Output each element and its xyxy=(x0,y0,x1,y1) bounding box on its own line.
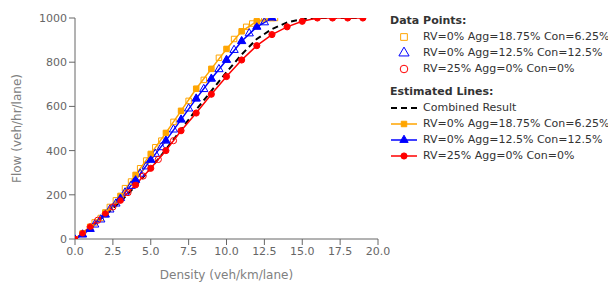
svg-text:20.0: 20.0 xyxy=(366,245,390,258)
svg-text:800: 800 xyxy=(46,56,67,69)
html-text:RV=0% Agg=12.5% Con=12.5%: RV=0% Agg=12.5% Con=12.5% xyxy=(423,133,603,146)
svg-text:Density (veh/km/lane): Density (veh/km/lane) xyxy=(160,268,293,282)
html-text:Data Points:: Data Points: xyxy=(390,14,467,27)
svg-text:2.5: 2.5 xyxy=(104,245,122,258)
html-text:RV=25% Agg=0% Con=0%: RV=25% Agg=0% Con=0% xyxy=(423,149,575,162)
html-text:RV=0% Agg=12.5% Con=12.5%: RV=0% Agg=12.5% Con=12.5% xyxy=(423,46,603,59)
svg-text:1000: 1000 xyxy=(39,12,67,25)
svg-text:17.5: 17.5 xyxy=(328,245,353,258)
svg-text:5.0: 5.0 xyxy=(142,245,160,258)
svg-text:15.0: 15.0 xyxy=(290,245,315,258)
svg-text:200: 200 xyxy=(46,189,67,202)
svg-text:400: 400 xyxy=(46,145,67,158)
svg-text:12.5: 12.5 xyxy=(252,245,277,258)
svg-text:7.5: 7.5 xyxy=(180,245,198,258)
html-text:RV=25% Agg=0% Con=0%: RV=25% Agg=0% Con=0% xyxy=(423,62,575,75)
svg-text:0.0: 0.0 xyxy=(66,245,84,258)
svg-text:Flow (veh/hr/lane): Flow (veh/hr/lane) xyxy=(10,74,24,183)
svg-text:0: 0 xyxy=(60,233,67,246)
html-text:Combined Result: Combined Result xyxy=(423,101,517,114)
svg-text:10.0: 10.0 xyxy=(214,245,239,258)
html-text:Estimated Lines:: Estimated Lines: xyxy=(390,85,494,98)
html-text:RV=0% Agg=18.75% Con=6.25%: RV=0% Agg=18.75% Con=6.25% xyxy=(423,30,610,43)
html-text:RV=0% Agg=18.75% Con=6.25%: RV=0% Agg=18.75% Con=6.25% xyxy=(423,117,610,130)
svg-text:600: 600 xyxy=(46,100,67,113)
